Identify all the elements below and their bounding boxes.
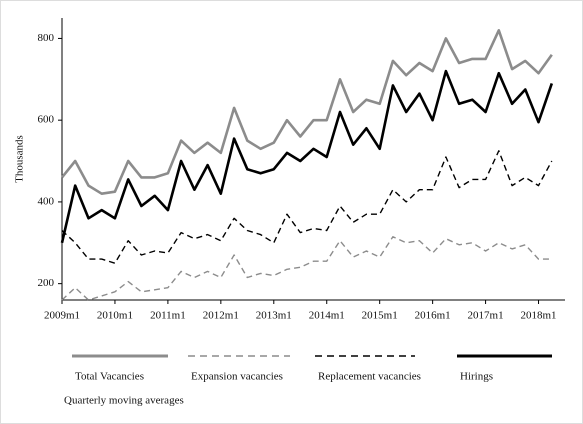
x-tick-label: 2014m1 (309, 310, 345, 322)
y-tick-label: 400 (38, 195, 55, 207)
y-tick-label: 800 (38, 32, 55, 44)
x-tick-label: 2010m1 (97, 310, 133, 322)
x-tick-label: 2018m1 (520, 310, 556, 322)
x-tick-label: 2017m1 (468, 310, 504, 322)
x-tick-label: 2009m1 (44, 310, 80, 322)
y-tick-label: 200 (38, 277, 55, 289)
series-line (60, 69, 554, 244)
x-tick-label: 2013m1 (256, 310, 292, 322)
legend-label: Replacement vacancies (318, 371, 421, 383)
series-line (61, 150, 553, 264)
series-line (61, 236, 552, 301)
note: Quarterly moving averages (64, 395, 184, 407)
x-tick-label: 2016m1 (415, 310, 451, 322)
y-tick-label: 600 (38, 114, 55, 126)
x-tick-label: 2012m1 (203, 310, 239, 322)
legend-label: Total Vacancies (75, 371, 144, 383)
x-tick-label: 2011m1 (150, 310, 186, 322)
series-line (60, 29, 553, 195)
x-tick-label: 2015m1 (362, 310, 398, 322)
y-axis-label: Thousands (14, 135, 26, 183)
legend-label: Expansion vacancies (191, 371, 283, 383)
legend-label: Hirings (460, 371, 493, 383)
